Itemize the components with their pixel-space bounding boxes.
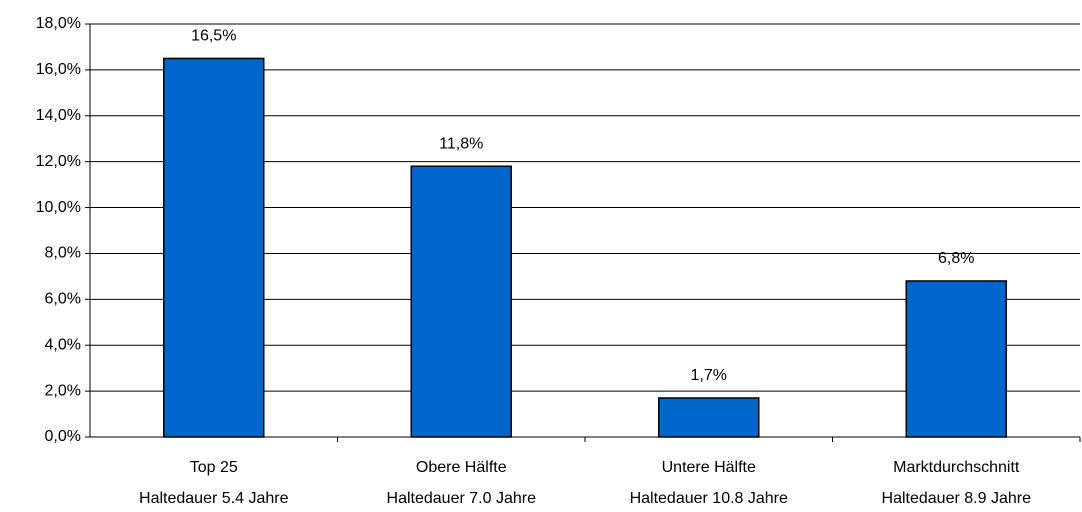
bar: [410, 165, 512, 438]
y-tick-label: 8,0%: [45, 245, 81, 262]
bar: [163, 57, 265, 438]
value-label: 16,5%: [191, 28, 236, 45]
y-tick-label: 12,0%: [36, 153, 81, 170]
value-label: 1,7%: [691, 367, 727, 384]
y-tick-label: 14,0%: [36, 107, 81, 124]
y-tick-label: 18,0%: [36, 15, 81, 32]
y-tick-label: 4,0%: [45, 336, 81, 353]
y-tick-label: 0,0%: [45, 428, 81, 445]
bar: [658, 397, 760, 438]
x-tick-label: Haltedauer 5.4 Jahre: [139, 490, 289, 507]
x-tick-label: Untere Hälfte: [662, 459, 756, 476]
x-tick-label: Haltedauer 8.9 Jahre: [882, 490, 1032, 507]
x-tick-label: Haltedauer 7.0 Jahre: [387, 490, 537, 507]
y-tick-label: 10,0%: [36, 199, 81, 216]
value-label: 6,8%: [938, 250, 974, 267]
x-tick-label: Haltedauer 10.8 Jahre: [630, 490, 788, 507]
value-label: 11,8%: [439, 135, 483, 152]
bar: [905, 280, 1007, 438]
y-tick-label: 6,0%: [45, 291, 81, 308]
x-tick-label: Obere Hälfte: [416, 459, 507, 476]
y-tick-label: 2,0%: [45, 382, 81, 399]
x-tick-label: Marktdurchschnitt: [893, 459, 1020, 476]
x-tick-label: Top 25: [190, 459, 238, 476]
y-tick-label: 16,0%: [36, 61, 81, 78]
